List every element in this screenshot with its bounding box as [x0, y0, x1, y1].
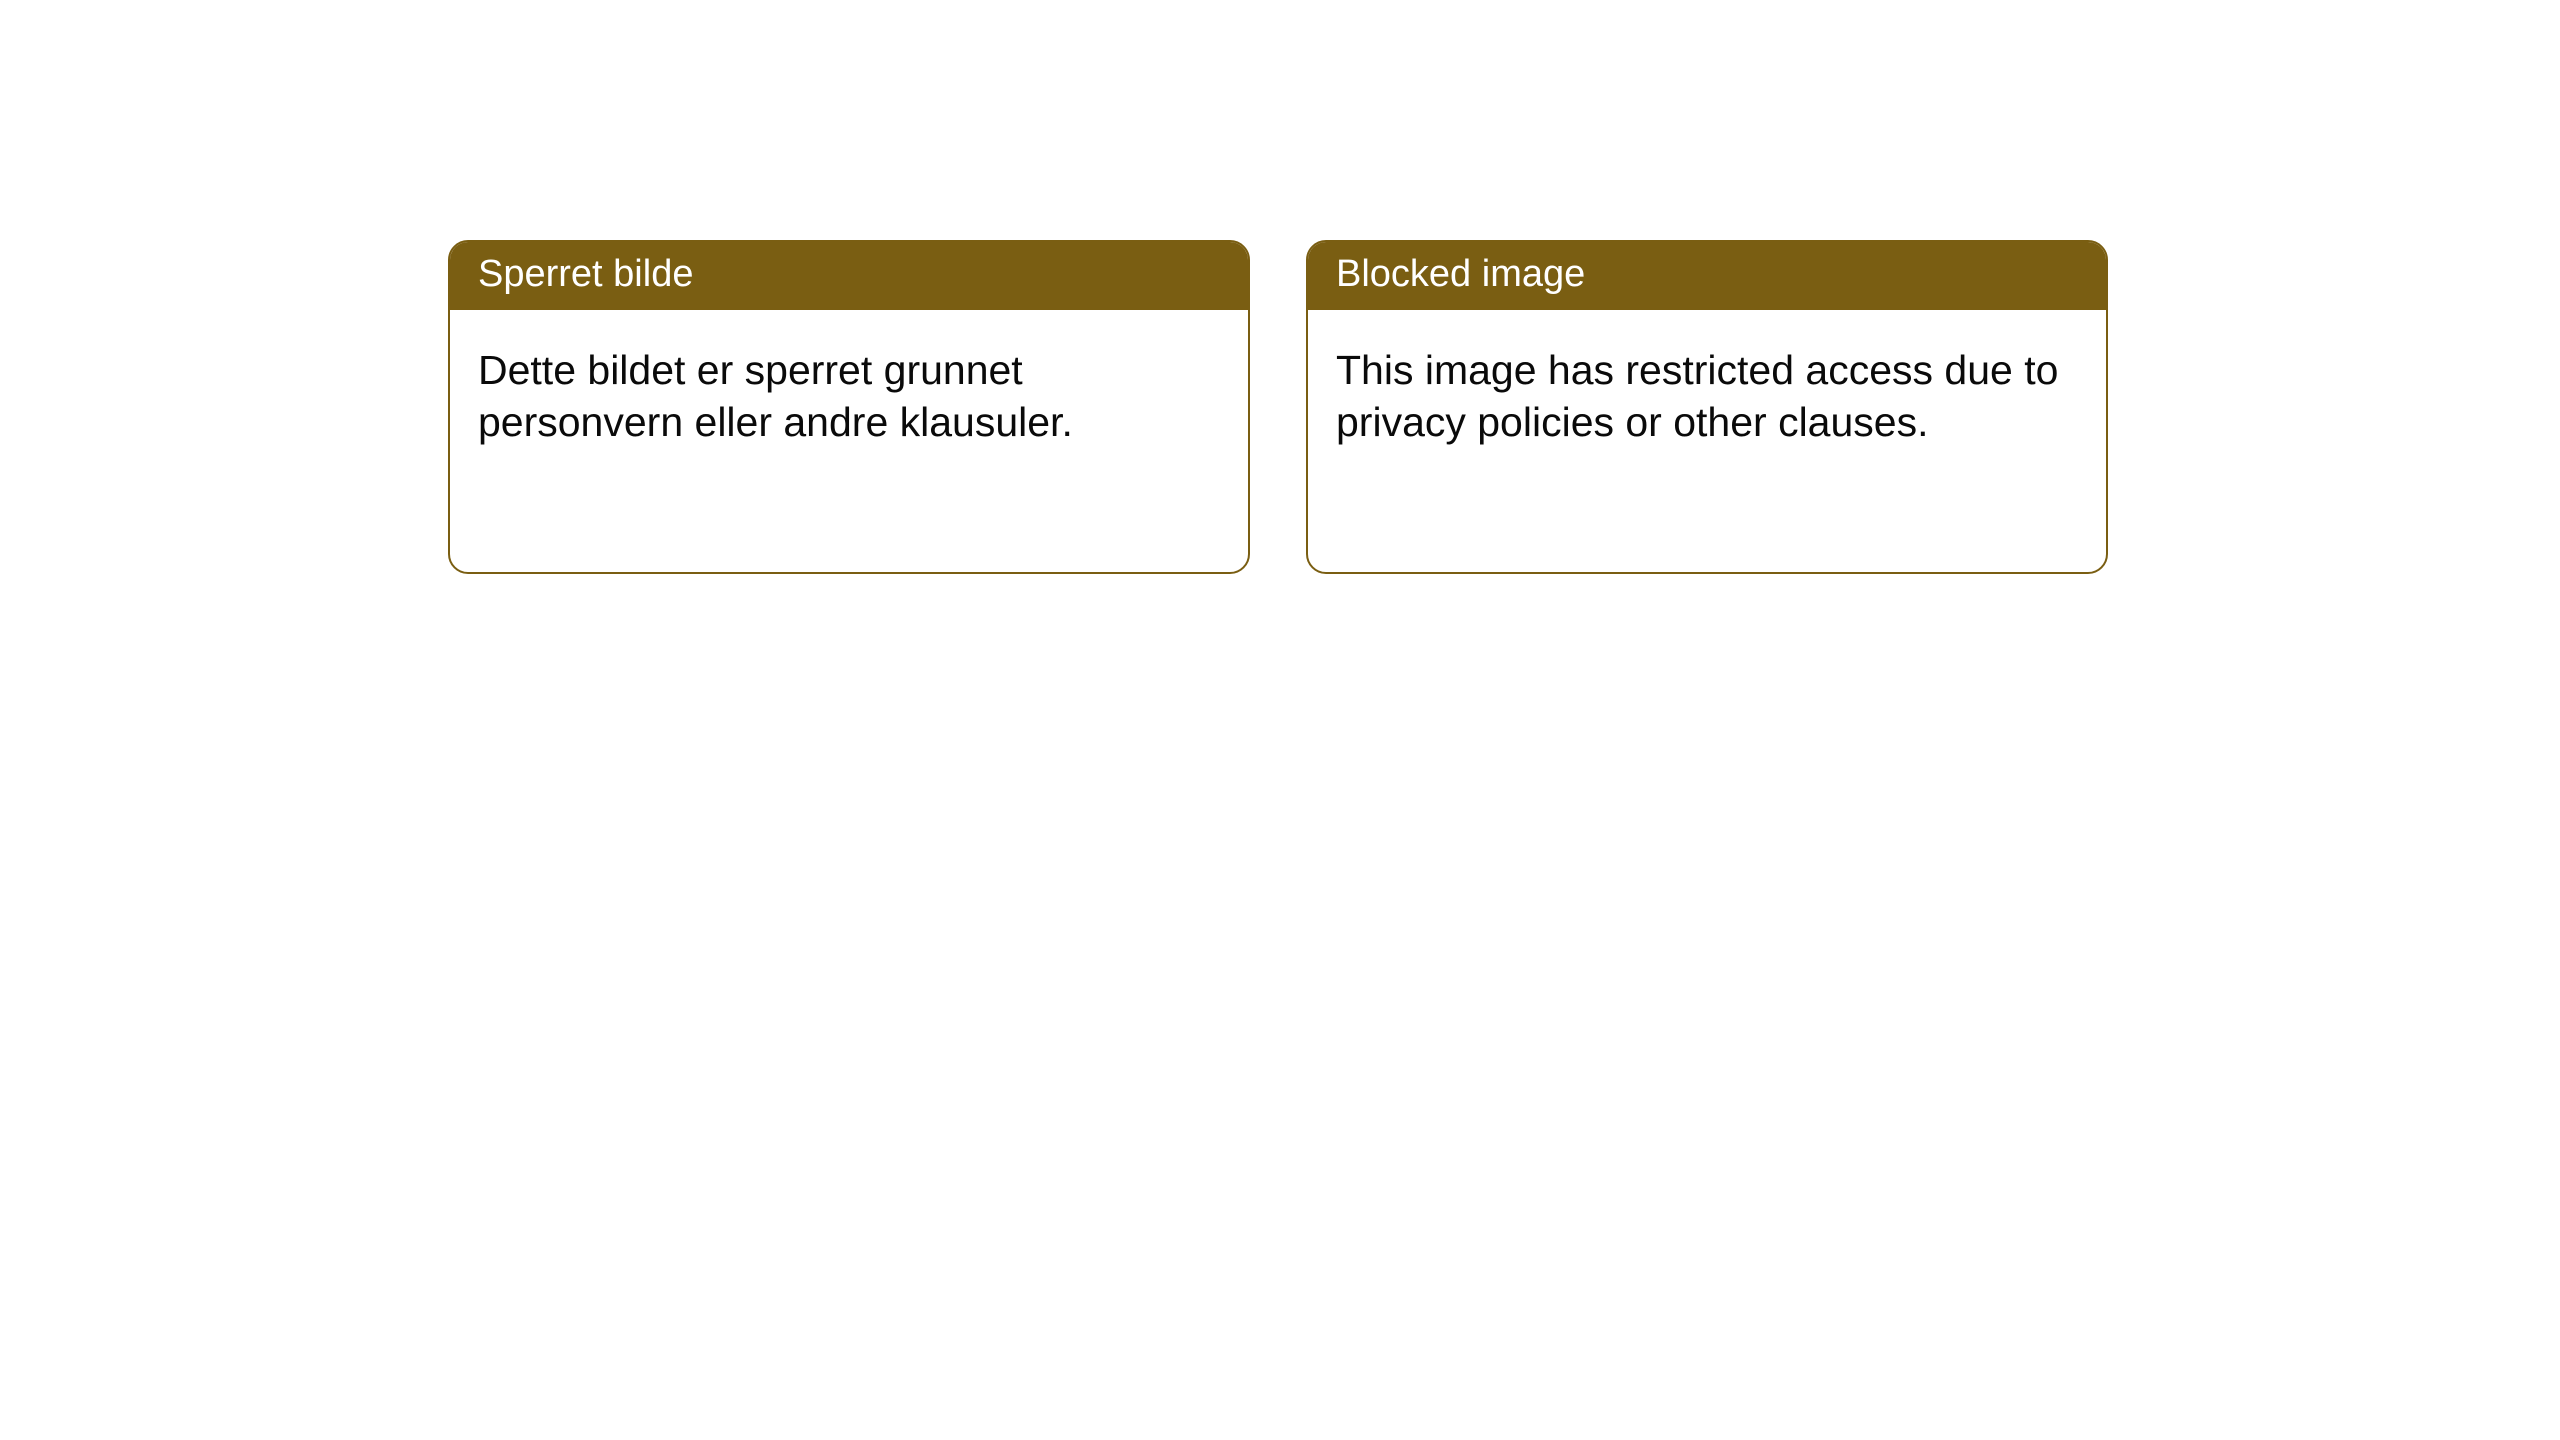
- notice-card-norwegian: Sperret bilde Dette bildet er sperret gr…: [448, 240, 1250, 574]
- notice-card-english: Blocked image This image has restricted …: [1306, 240, 2108, 574]
- card-title: Blocked image: [1308, 242, 2106, 310]
- card-body: This image has restricted access due to …: [1308, 310, 2106, 477]
- card-body: Dette bildet er sperret grunnet personve…: [450, 310, 1248, 477]
- notice-container: Sperret bilde Dette bildet er sperret gr…: [0, 0, 2560, 574]
- card-title: Sperret bilde: [450, 242, 1248, 310]
